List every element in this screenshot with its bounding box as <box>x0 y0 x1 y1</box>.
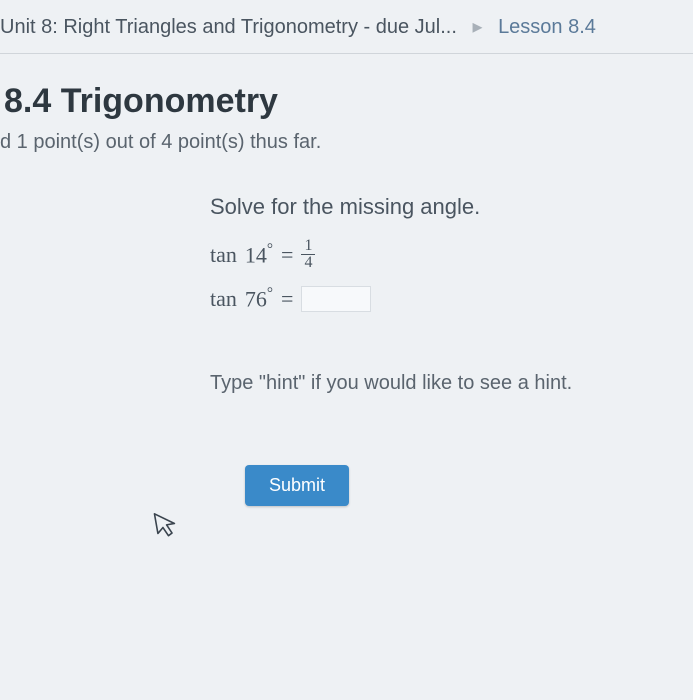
equation-answer: tan 76° = <box>210 285 693 312</box>
func-label: tan <box>210 242 237 268</box>
score-line: d 1 point(s) out of 4 point(s) thus far. <box>0 131 693 154</box>
angle-value: 14° <box>245 241 273 268</box>
breadcrumb-separator-icon: ▸ <box>472 14 482 39</box>
fraction: 1 4 <box>301 238 315 271</box>
breadcrumb: Unit 8: Right Triangles and Trigonometry… <box>0 0 693 54</box>
equals-sign: = <box>281 286 293 312</box>
equation-given: tan 14° = 1 4 <box>210 238 693 271</box>
answer-input[interactable] <box>301 286 371 312</box>
submit-button[interactable]: Submit <box>245 465 349 506</box>
problem-prompt: Solve for the missing angle. <box>210 194 693 220</box>
page-title: 8.4 Trigonometry <box>4 82 693 121</box>
cursor-icon <box>152 508 180 546</box>
equals-sign: = <box>281 242 293 268</box>
problem-area: Solve for the missing angle. tan 14° = 1… <box>210 194 693 506</box>
func-label: tan <box>210 286 237 312</box>
fraction-denominator: 4 <box>301 255 315 271</box>
angle-value: 76° <box>245 285 273 312</box>
hint-instruction: Type "hint" if you would like to see a h… <box>210 372 693 395</box>
breadcrumb-unit[interactable]: Unit 8: Right Triangles and Trigonometry… <box>0 16 457 38</box>
breadcrumb-lesson[interactable]: Lesson 8.4 <box>498 16 596 38</box>
fraction-numerator: 1 <box>301 238 315 255</box>
